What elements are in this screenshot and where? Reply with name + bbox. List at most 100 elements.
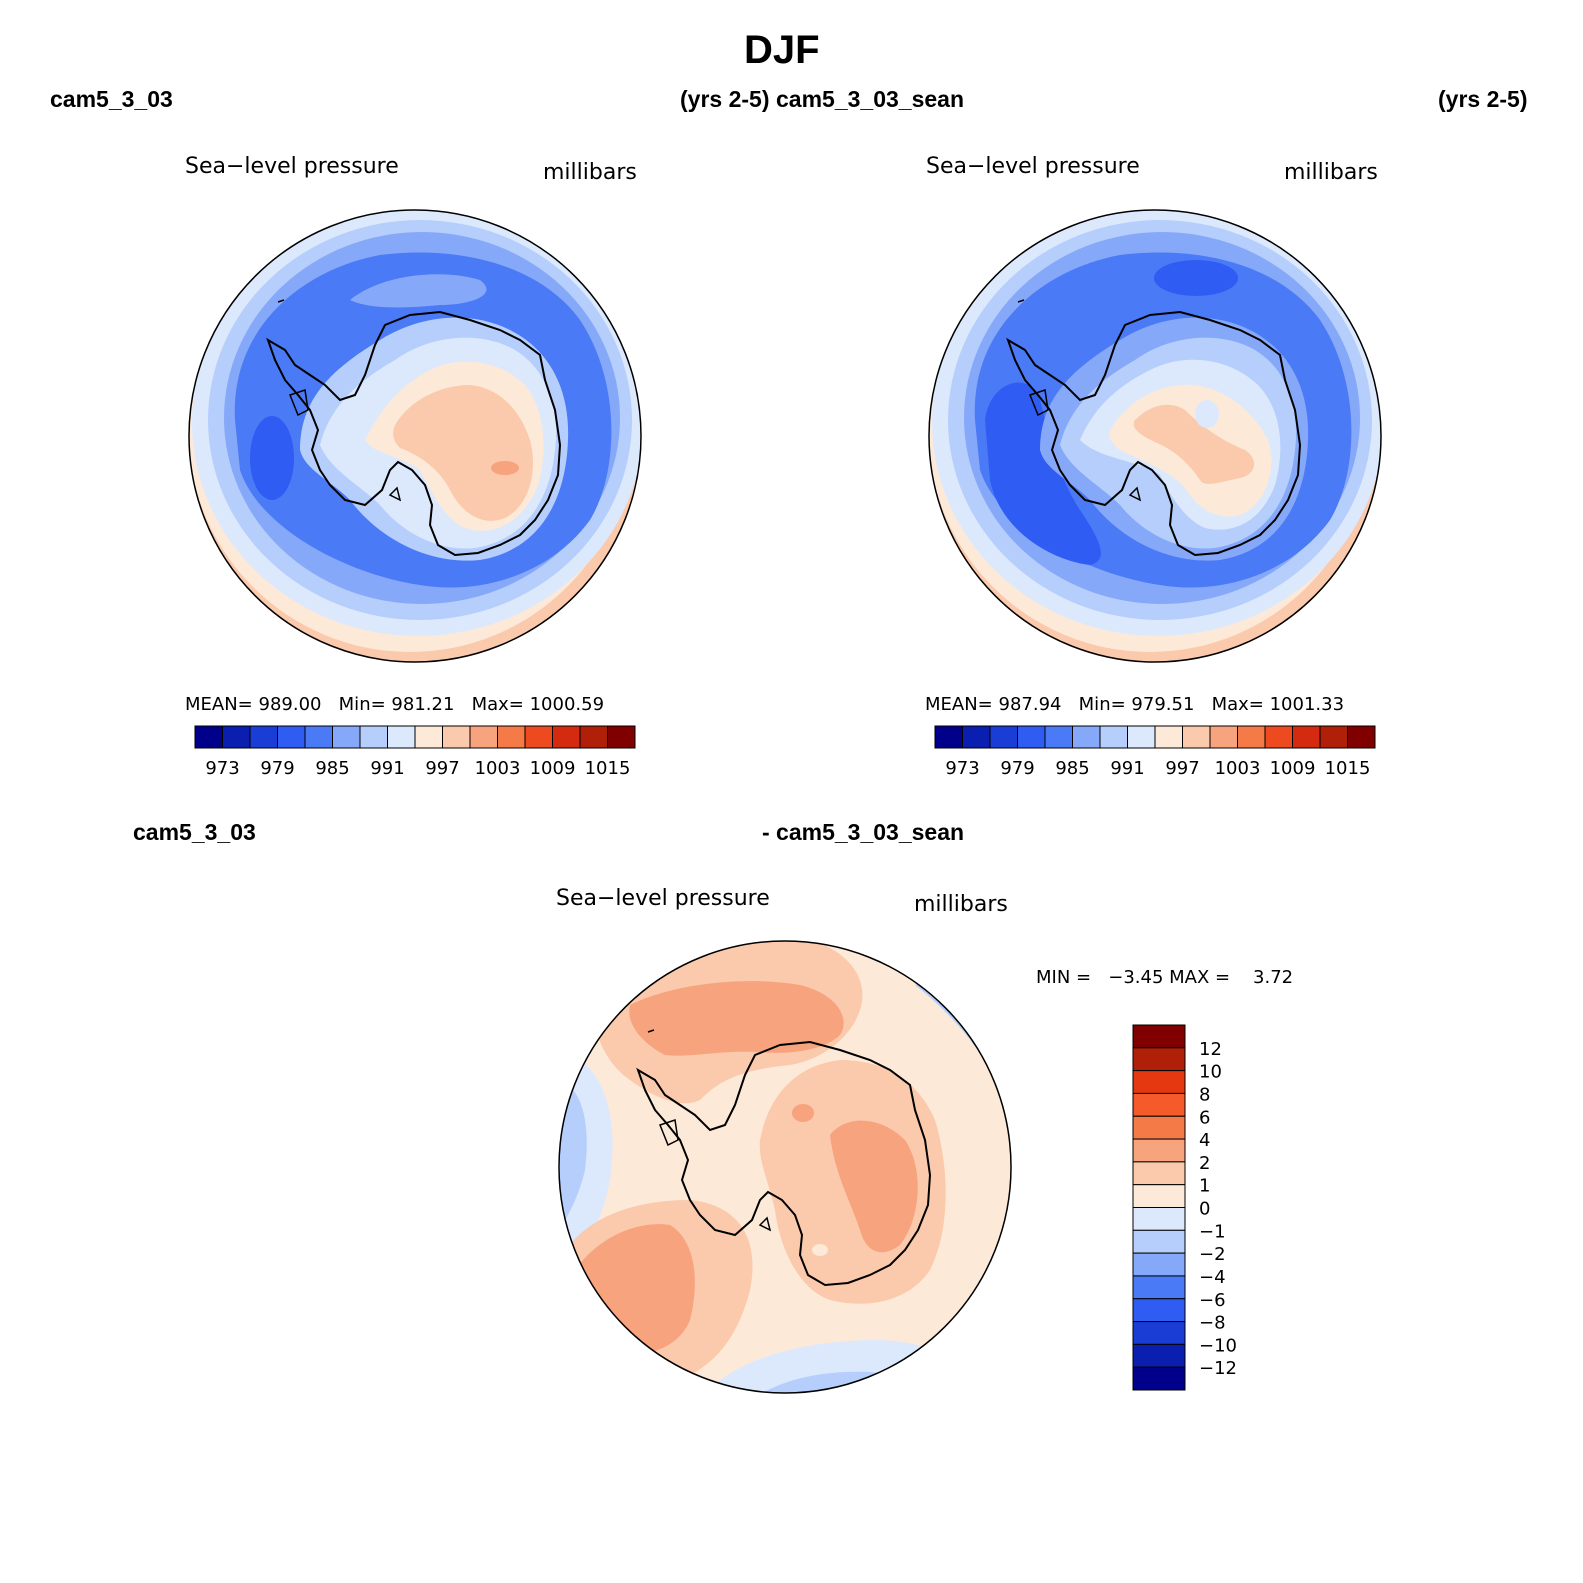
left-map [189, 210, 641, 662]
diff-coastline [636, 1040, 932, 1287]
left-max-label: Max= [471, 694, 524, 715]
diff-colorbar-tick-label: 1 [1199, 1176, 1210, 1197]
diff-colorbar-tick-label: 6 [1199, 1107, 1210, 1128]
left-colorbar-swatch [222, 725, 251, 749]
right-colorbar-swatch [1319, 725, 1348, 749]
diff-colorbar-swatch [1132, 1298, 1186, 1323]
right-colorbar-swatch [1099, 725, 1128, 749]
diff-colorbar-tick-label: 10 [1199, 1062, 1222, 1083]
left-colorbar-tick-label: 1003 [475, 758, 521, 779]
diff-case-a: cam5_3_03 [133, 819, 256, 845]
left-field-title: Sea−level pressure [185, 154, 399, 179]
diff-colorbar-tick-label: −6 [1199, 1290, 1226, 1311]
right-colorbar-swatch [934, 725, 963, 749]
left-colorbar-swatch [387, 725, 416, 749]
diff-minmax-text: MIN = −3.45 MAX = 3.72 [1036, 967, 1294, 988]
diff-colorbar-swatch [1132, 1252, 1186, 1277]
left-stats: MEAN= 989.00 Min= 981.21 Max= 1000.59 [185, 694, 604, 715]
right-case-name: cam5_3_03_sean [776, 86, 964, 112]
right-colorbar-tick-label: 1009 [1270, 758, 1316, 779]
right-stats: MEAN= 987.94 Min= 979.51 Max= 1001.33 [925, 694, 1344, 715]
left-min-value: 981.21 [391, 694, 455, 715]
left-colorbar-swatch [249, 725, 278, 749]
left-units-label: millibars [543, 160, 637, 185]
left-colorbar-swatch [359, 725, 388, 749]
left-colorbar-swatch [497, 725, 526, 749]
left-min-label: Min= [338, 694, 386, 715]
right-coastline [1006, 310, 1302, 557]
right-colorbar-swatch [1209, 725, 1238, 749]
diff-colorbar-tick-label: −1 [1199, 1221, 1226, 1242]
right-colorbar-swatch [1264, 725, 1293, 749]
right-colorbar-tick-label: 985 [1055, 758, 1089, 779]
right-colorbar-swatch [1127, 725, 1156, 749]
diff-colorbar-swatch [1132, 1161, 1186, 1186]
diff-colorbar-swatch [1132, 1343, 1186, 1368]
right-colorbar-swatch [1154, 725, 1183, 749]
diff-colorbar-tick-label: 2 [1199, 1153, 1210, 1174]
right-years-label: (yrs 2-5) [1438, 86, 1528, 112]
left-colorbar-tick-label: 991 [370, 758, 404, 779]
left-colorbar-swatch [469, 725, 498, 749]
left-colorbar-swatch [414, 725, 443, 749]
right-map [929, 210, 1381, 662]
right-mean-label: MEAN= [925, 694, 993, 715]
diff-colorbar-tick-label: 12 [1199, 1039, 1222, 1060]
right-units-label: millibars [1284, 160, 1378, 185]
diff-colorbar-tick-label: 4 [1199, 1130, 1210, 1151]
left-colorbar-swatch [607, 725, 636, 749]
right-min-label: Min= [1078, 694, 1126, 715]
left-colorbar-swatch [579, 725, 608, 749]
diff-colorbar-tick-label: −8 [1199, 1313, 1226, 1334]
diff-colorbar-swatch [1132, 1115, 1186, 1140]
right-colorbar-swatch [1044, 725, 1073, 749]
diff-field-title: Sea−level pressure [556, 886, 770, 911]
diff-colorbar-swatch [1132, 1275, 1186, 1300]
diff-colorbar-swatch [1132, 1184, 1186, 1208]
diff-colorbar-tick-label: −12 [1199, 1358, 1237, 1379]
right-field-title: Sea−level pressure [926, 154, 1140, 179]
right-colorbar-swatch [1347, 725, 1376, 749]
left-colorbar-swatch [194, 725, 223, 749]
right-max-label: Max= [1211, 694, 1264, 715]
left-years-label: (yrs 2-5) [680, 86, 770, 112]
left-max-value: 1000.59 [529, 694, 605, 715]
left-colorbar: 973 979 985 991 997 1003 1009 1015 [194, 725, 636, 779]
right-colorbar-swatch [1292, 725, 1321, 749]
right-mean-value: 987.94 [998, 694, 1062, 715]
left-colorbar-tick-label: 979 [260, 758, 294, 779]
diff-units-label: millibars [914, 892, 1008, 917]
left-colorbar-swatch [524, 725, 553, 749]
left-mean-value: 989.00 [258, 694, 322, 715]
left-colorbar-tick-label: 973 [205, 758, 239, 779]
right-min-value: 979.51 [1131, 694, 1195, 715]
right-colorbar-tick-label: 991 [1110, 758, 1144, 779]
diff-colorbar-tick-label: 0 [1199, 1199, 1210, 1220]
left-colorbar-swatch [332, 725, 361, 749]
diff-colorbar-swatch [1132, 1024, 1186, 1049]
diff-colorbar-swatch [1132, 1229, 1186, 1254]
diff-colorbar-swatch [1132, 1321, 1186, 1345]
diff-colorbar-swatch [1132, 1366, 1186, 1391]
right-colorbar-swatch [1017, 725, 1046, 749]
right-colorbar-swatch [1237, 725, 1266, 749]
page-title: DJF [744, 28, 820, 72]
diff-colorbar-tick-label: −2 [1199, 1244, 1226, 1265]
right-colorbar-tick-label: 973 [945, 758, 979, 779]
left-case-name: cam5_3_03 [50, 86, 173, 112]
diff-colorbar-swatch [1132, 1070, 1186, 1094]
right-colorbar-swatch [1182, 725, 1211, 749]
left-coastline [266, 310, 562, 557]
diff-map [559, 941, 1011, 1393]
diff-colorbar-swatch [1132, 1047, 1186, 1072]
left-colorbar-tick-label: 997 [425, 758, 459, 779]
right-colorbar-tick-label: 1015 [1325, 758, 1371, 779]
right-colorbar: 973 979 985 991 997 1003 1009 1015 [934, 725, 1376, 779]
diff-colorbar-swatch [1132, 1138, 1186, 1163]
diff-colorbar-tick-label: 8 [1199, 1084, 1210, 1105]
right-max-value: 1001.33 [1269, 694, 1345, 715]
diff-colorbar-swatch [1132, 1092, 1186, 1117]
left-colorbar-tick-label: 1015 [585, 758, 631, 779]
